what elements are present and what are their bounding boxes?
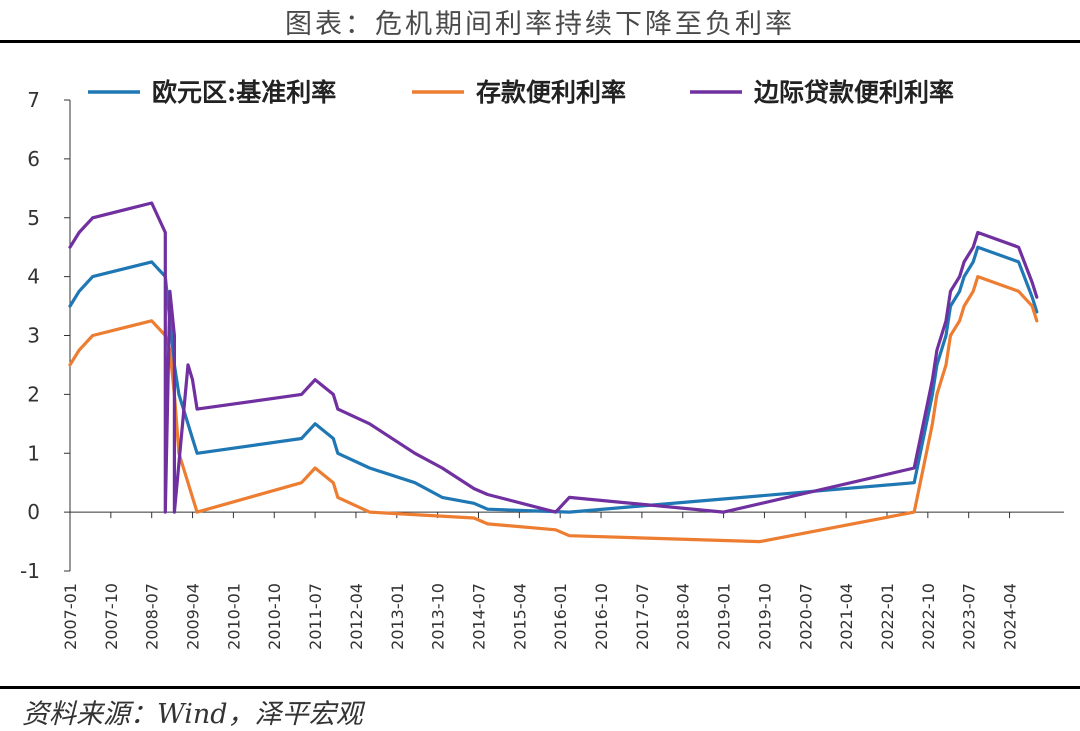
legend-label-1: 欧元区:基准利率 xyxy=(152,78,336,107)
source-divider xyxy=(0,686,1080,689)
x-tick-label: 2009-04 xyxy=(184,583,203,650)
y-tick-label: 6 xyxy=(27,147,40,171)
y-tick-label: 0 xyxy=(27,500,40,524)
series-line-2 xyxy=(68,275,1039,544)
x-tick-label: 2021-04 xyxy=(837,583,856,650)
source-note: 资料来源：Wind，泽平宏观 xyxy=(22,699,363,730)
y-tick-label: 2 xyxy=(27,382,40,406)
legend-label-2: 存款便利利率 xyxy=(476,78,626,107)
chart-title: 图表：危机期间利率持续下降至负利率 xyxy=(285,9,795,40)
x-tick-label: 2007-10 xyxy=(102,583,121,650)
x-tick-label: 2012-04 xyxy=(347,583,366,650)
x-tick-label: 2019-01 xyxy=(715,583,734,650)
title-divider xyxy=(0,40,1080,43)
x-tick-label: 2018-04 xyxy=(674,583,693,650)
x-tick-label: 2008-07 xyxy=(143,583,162,650)
x-tick-label: 2016-01 xyxy=(551,583,570,650)
x-tick-label: 2017-07 xyxy=(633,583,652,650)
x-tick-label: 2011-07 xyxy=(306,583,325,650)
x-tick-label: 2022-01 xyxy=(878,583,897,650)
x-tick-label: 2015-04 xyxy=(510,583,529,650)
legend: 欧元区:基准利率 存款便利利率 边际贷款便利利率 xyxy=(88,78,954,107)
line-chart: 欧元区:基准利率 存款便利利率 边际贷款便利利率 -1 0 1 2 3 4 5 6 7 2007-01… xyxy=(20,78,1064,650)
x-tick-label: 2023-07 xyxy=(960,583,979,650)
y-tick-label: -1 xyxy=(20,559,40,583)
x-tick-label: 2010-10 xyxy=(265,583,284,650)
x-tick-label: 2014-07 xyxy=(469,583,488,650)
legend-label-3: 边际贷款便利利率 xyxy=(754,78,954,107)
x-tick-label: 2022-10 xyxy=(919,583,938,650)
plot-area: -1 0 1 2 3 4 5 6 7 2007-01 2007-10 2008-07 2009-04 20… xyxy=(20,88,1064,650)
x-tick-label: 2013-01 xyxy=(388,583,407,650)
x-tick-label: 2019-10 xyxy=(755,583,774,650)
x-tick-label: 2024-04 xyxy=(1001,583,1020,650)
y-tick-label: 3 xyxy=(27,324,40,348)
y-tick-label: 5 xyxy=(27,206,40,230)
x-tick-label: 2020-07 xyxy=(796,583,815,650)
x-tick-label: 2013-10 xyxy=(429,583,448,650)
series-line-1 xyxy=(68,245,1039,514)
x-tick-label: 2016-10 xyxy=(592,583,611,650)
series-line-3 xyxy=(68,201,1039,514)
x-tick-label: 2007-01 xyxy=(61,583,80,650)
y-tick-label: 1 xyxy=(27,441,40,465)
y-tick-label: 4 xyxy=(27,265,40,289)
y-tick-label: 7 xyxy=(27,88,40,112)
x-tick-label: 2010-01 xyxy=(224,583,243,650)
